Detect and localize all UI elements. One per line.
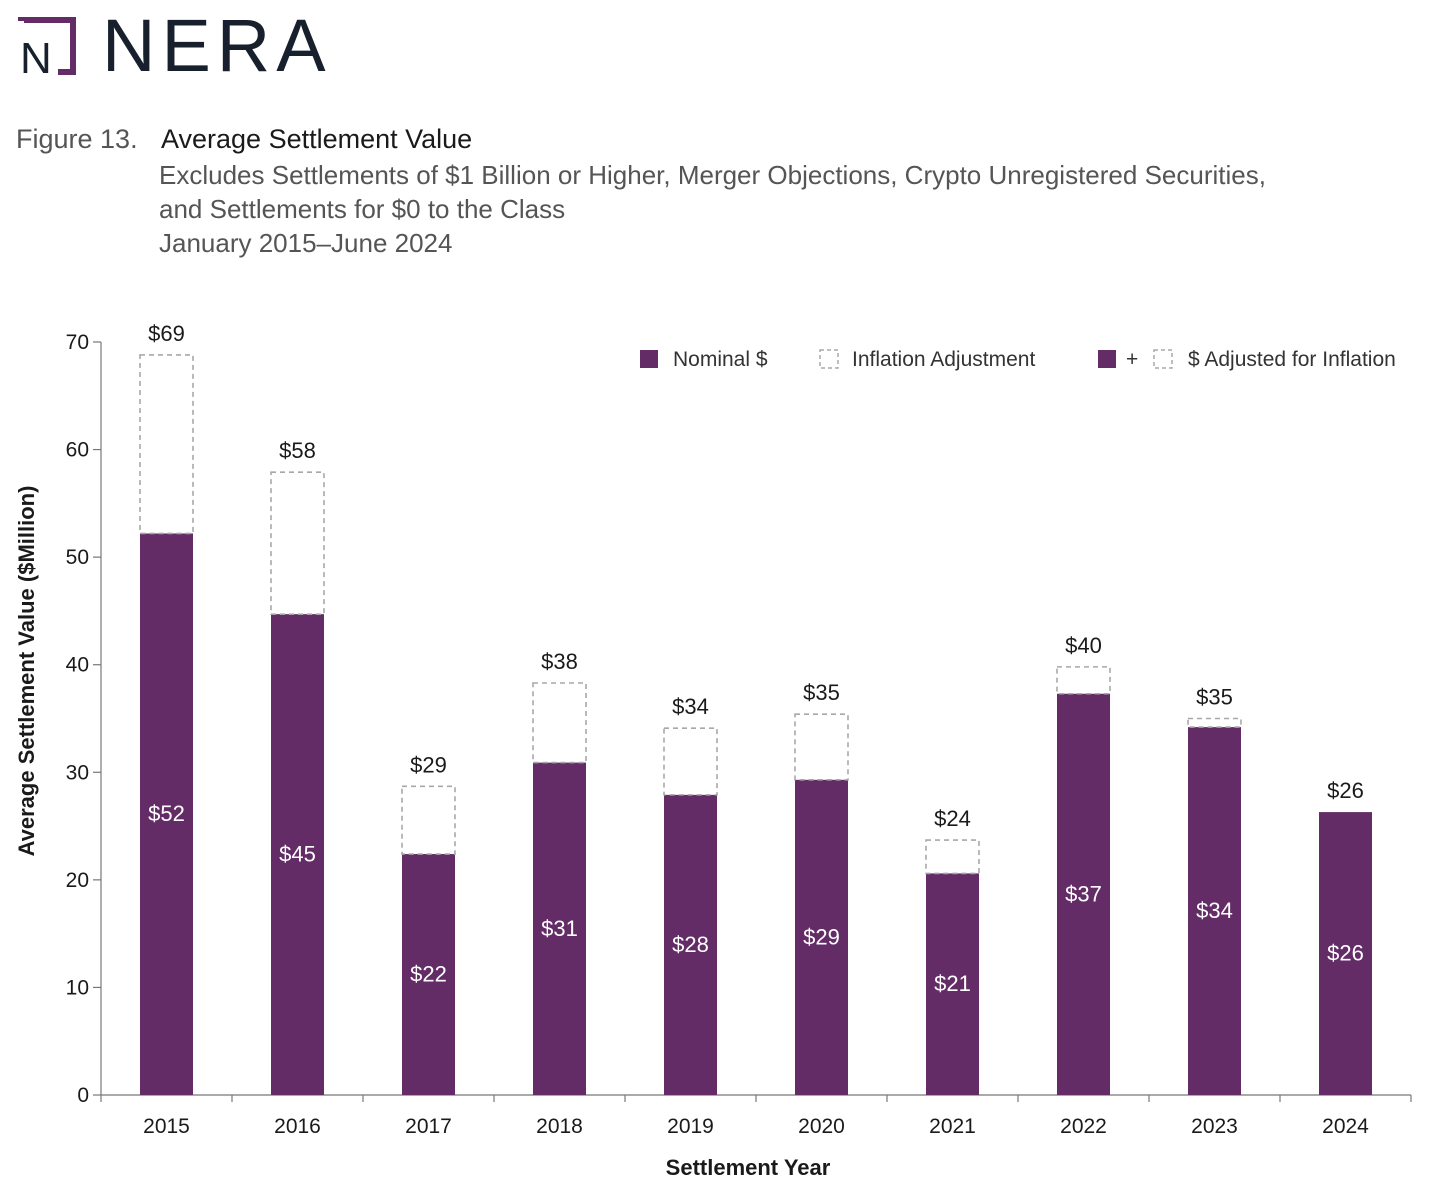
x-axis: 2015 2016 2017 2018 2019 2020 2021 2022 2023 2024 xyxy=(100,1094,1412,1138)
bar-nominal-label: $22 xyxy=(410,962,447,987)
bar-inflation-adjustment xyxy=(663,727,718,796)
figure-number: Figure 13. xyxy=(16,124,138,154)
x-tick-label: 2024 xyxy=(1322,1115,1369,1138)
x-tick-label: 2018 xyxy=(536,1115,583,1138)
bar-nominal-label: $45 xyxy=(279,842,316,867)
bar-nominal-label: $21 xyxy=(934,971,971,996)
bar-nominal xyxy=(1188,727,1241,1095)
bar-inflation-adjustment xyxy=(925,839,980,875)
bar-inflation-adjustment xyxy=(270,471,325,615)
bar-total-label: $26 xyxy=(1327,778,1364,803)
logo-mark-corner xyxy=(58,69,76,75)
x-tick-label: 2023 xyxy=(1191,1115,1238,1138)
logo-mark-letter: N xyxy=(20,34,52,75)
bar-nominal xyxy=(402,854,455,1095)
x-tick-label: 2022 xyxy=(1060,1115,1107,1138)
x-tick-label: 2017 xyxy=(405,1115,452,1138)
legend: Nominal $ Inflation Adjustment + $ Adjus… xyxy=(640,348,1396,371)
y-axis: 0 10 20 30 40 50 60 70 xyxy=(66,331,102,1107)
bar-nominal xyxy=(533,762,586,1095)
y-tick-label: 50 xyxy=(66,546,89,569)
bar-nominal-label: $52 xyxy=(148,801,185,826)
legend-swatch-inflation xyxy=(819,349,839,369)
bar-inflation-adjustment xyxy=(532,682,587,764)
figure-subtitle-line-2: and Settlements for $0 to the Class xyxy=(159,194,566,224)
bar-nominal-label: $26 xyxy=(1327,941,1364,966)
x-tick-label: 2016 xyxy=(274,1115,321,1138)
legend-swatch-nominal xyxy=(640,350,658,368)
y-tick-label: 40 xyxy=(66,654,89,677)
y-tick-label: 60 xyxy=(66,439,89,462)
nera-logo-mark: N xyxy=(18,17,76,83)
bar-inflation-adjustment xyxy=(401,785,456,855)
bar-nominal xyxy=(1057,693,1110,1095)
bar-nominal-label: $28 xyxy=(672,932,709,957)
nera-logo: N NERA xyxy=(18,4,332,87)
bar-total-label: $35 xyxy=(803,680,840,705)
legend-label-inflation: Inflation Adjustment xyxy=(852,348,1035,371)
legend-swatch-combined-nominal xyxy=(1098,350,1116,368)
legend-label-adjusted: $ Adjusted for Inflation xyxy=(1188,348,1396,371)
x-tick-label: 2021 xyxy=(929,1115,976,1138)
bar-total-label: $29 xyxy=(410,752,447,777)
bar-nominal xyxy=(926,873,979,1095)
bar-nominal-label: $34 xyxy=(1196,898,1233,923)
y-tick-label: 20 xyxy=(66,869,89,892)
nera-wordmark: NERA xyxy=(102,4,332,87)
y-tick-label: 10 xyxy=(66,976,89,999)
y-axis-title: Average Settlement Value ($Million) xyxy=(14,486,39,857)
bar-nominal-label: $37 xyxy=(1065,881,1102,906)
y-tick-label: 30 xyxy=(66,761,89,784)
logo-mark-graphic: N xyxy=(18,17,76,83)
figure-title: Average Settlement Value xyxy=(161,124,473,154)
figure-subtitle-line-3: January 2015–June 2024 xyxy=(159,228,453,258)
bar-inflation-adjustment xyxy=(794,713,849,781)
bar-total-label: $38 xyxy=(541,649,578,674)
bars: $52 $69 $45 $58 $22 $29 $31 $38 $28 $34 $29 $35 $21 $… xyxy=(139,321,1372,1095)
x-axis-title: Settlement Year xyxy=(666,1155,831,1180)
bar-total-label: $69 xyxy=(148,321,185,346)
bar-total-label: $24 xyxy=(934,806,971,831)
bar-total-label: $58 xyxy=(279,438,316,463)
bar-inflation-adjustment xyxy=(1187,717,1242,728)
bar-inflation-adjustment xyxy=(139,354,194,535)
bar-total-label: $34 xyxy=(672,694,709,719)
bar-inflation-adjustment xyxy=(1056,666,1111,695)
x-tick-label: 2020 xyxy=(798,1115,845,1138)
bar-nominal xyxy=(140,533,193,1095)
y-tick-label: 70 xyxy=(66,331,89,354)
bar-nominal xyxy=(664,794,717,1095)
bar-total-label: $35 xyxy=(1196,685,1233,710)
bar-nominal xyxy=(271,614,324,1095)
x-tick-label: 2015 xyxy=(143,1115,190,1138)
x-tick-label: 2019 xyxy=(667,1115,714,1138)
legend-label-nominal: Nominal $ xyxy=(673,348,768,371)
bar-nominal xyxy=(795,779,848,1095)
figure-subtitle-line-1: Excludes Settlements of $1 Billion or Hi… xyxy=(159,160,1266,190)
legend-plus-sign: + xyxy=(1126,348,1138,371)
bar-total-label: $40 xyxy=(1065,633,1102,658)
bar-nominal xyxy=(1319,812,1372,1095)
bar-nominal-label: $31 xyxy=(541,916,578,941)
bar-nominal-label: $29 xyxy=(803,924,840,949)
legend-swatch-combined-inflation xyxy=(1153,349,1173,369)
y-tick-label: 0 xyxy=(77,1084,89,1107)
